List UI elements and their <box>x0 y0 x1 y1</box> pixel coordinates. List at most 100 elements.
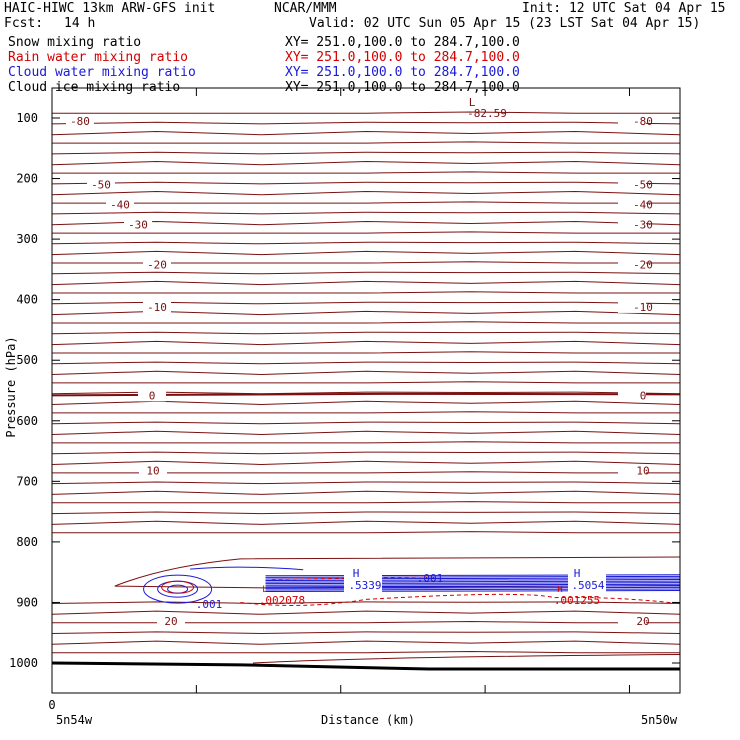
near-surface-isotherm <box>252 654 681 664</box>
isotherm-label-bg <box>66 115 94 128</box>
field-snow-name: Snow mixing ratio <box>8 35 142 50</box>
field-cloudwater-name: Cloud water mixing ratio <box>8 65 196 80</box>
cloud-water-contour <box>265 588 681 591</box>
header-init: Init: 12 UTC Sat 04 Apr 15 <box>522 1 726 16</box>
isotherm-line <box>51 460 681 466</box>
cloud-water-contour <box>265 577 681 580</box>
cloud-water-contour <box>167 584 189 594</box>
isotherm-line <box>51 280 681 286</box>
isotherm-label-bg <box>618 178 646 191</box>
contour-label: .001 <box>196 598 223 611</box>
y-tick-label: 900 <box>16 595 38 609</box>
cloud-water-contour <box>157 580 199 598</box>
isotherm-line <box>51 601 681 605</box>
y-tick-label: 300 <box>16 232 38 246</box>
isotherm-line <box>51 250 681 256</box>
isotherm-label-bg <box>618 198 646 211</box>
isotherm-label-left: -40 <box>110 199 130 212</box>
cloud-water-contour <box>190 566 304 571</box>
rain-extremum-marker: L <box>262 585 267 595</box>
isotherm-line <box>52 321 680 324</box>
isotherm-line <box>51 490 681 495</box>
contour-label: .001255 <box>554 594 600 607</box>
isotherm-line <box>52 531 680 534</box>
isotherm-line <box>51 151 681 155</box>
isotherm-label-bg <box>87 178 115 191</box>
isotherm-label-right: 20 <box>636 615 649 628</box>
isotherm-line <box>51 481 681 485</box>
isotherm-label-bg <box>157 615 185 628</box>
isotherm-line <box>51 211 681 215</box>
field-cloudwater-xy: XY= 251.0,100.0 to 284.7,100.0 <box>285 65 520 80</box>
isotherm-label-bg <box>618 258 646 271</box>
isotherm-label-right: 0 <box>640 389 647 402</box>
isotherm-label-left: -50 <box>91 179 111 192</box>
cloud-water-contour <box>265 574 681 577</box>
isotherm-label-left: 0 <box>149 389 156 402</box>
isotherm-line <box>51 631 681 635</box>
extremum-value: .5054 <box>571 579 604 592</box>
cloud-water-contour <box>265 582 681 585</box>
cloud-water-contour <box>265 583 681 586</box>
isotherm-label-bg <box>143 300 171 313</box>
cloud-water-contour <box>265 585 681 588</box>
isotherm-label-left: 10 <box>146 464 159 477</box>
isotherm-label-bg <box>618 464 646 477</box>
isotherm-label-bg <box>139 464 167 477</box>
extremum-symbol: H <box>353 567 360 580</box>
isotherm-line <box>52 620 680 624</box>
isotherm-line <box>51 511 681 515</box>
extremum-symbol: H <box>574 567 581 580</box>
contour-label: .001 <box>417 572 444 585</box>
isotherm-line <box>52 441 680 444</box>
cloud-water-contour <box>265 580 681 583</box>
extremum-symbol: L <box>469 96 476 109</box>
isotherm-label-left: -80 <box>70 115 90 128</box>
isotherm-label-bg <box>618 218 646 231</box>
isotherm-label-right: -20 <box>633 259 653 272</box>
cloud-water-contour <box>265 575 681 578</box>
isotherm-line <box>51 121 681 125</box>
field-snow-xy: XY= 251.0,100.0 to 284.7,100.0 <box>285 35 520 50</box>
header-model: HAIC-HIWC 13km ARW-GFS init <box>4 1 216 16</box>
cloud-water-contour <box>265 590 681 593</box>
x-tick-label: 0 <box>48 698 55 712</box>
isotherm-label-left: -30 <box>128 219 148 232</box>
x-right-label: 5n50w <box>641 713 678 727</box>
zero-isotherm-line <box>51 392 681 397</box>
isotherm-label-right: -50 <box>633 179 653 192</box>
isotherm-line <box>52 231 680 234</box>
isotherm-label-bg <box>618 300 646 313</box>
header-fcst-label: Fcst: <box>4 16 44 31</box>
isotherm-line <box>51 400 681 406</box>
isotherm-line <box>52 201 680 204</box>
isotherm-line <box>51 160 681 166</box>
isotherm-line <box>51 610 681 615</box>
rain-water-contour <box>240 593 681 606</box>
contour-label: .002078 <box>259 594 305 607</box>
extremum-bg <box>344 568 382 592</box>
y-tick-label: 100 <box>16 111 38 125</box>
cloud-water-contour <box>265 586 681 589</box>
isotherm-label-right: -10 <box>633 301 653 314</box>
rain-water-contour <box>161 580 195 594</box>
isotherm-label-left: -20 <box>147 259 167 272</box>
isotherm-line <box>51 241 681 245</box>
isotherm-label-right: -30 <box>633 219 653 232</box>
isotherm-line <box>52 111 680 114</box>
isotherm-line <box>52 411 680 414</box>
extremum-bg <box>568 568 606 592</box>
isotherm-label-bg <box>124 218 152 231</box>
y-tick-label: 200 <box>16 172 38 186</box>
isotherm-line <box>51 181 681 185</box>
isotherm-line <box>51 430 681 436</box>
contour-label-layer: -80 -50 -40 -30 -20 -10 0 10 20 -80 -50 -40 -30 -20 -1… <box>66 96 653 628</box>
isotherm-line <box>51 331 681 335</box>
isotherm-label-bg <box>143 258 171 271</box>
plot-frame <box>51 87 681 694</box>
contour-layer <box>51 111 681 671</box>
isotherm-line <box>51 421 681 425</box>
isotherm-line <box>52 291 680 294</box>
